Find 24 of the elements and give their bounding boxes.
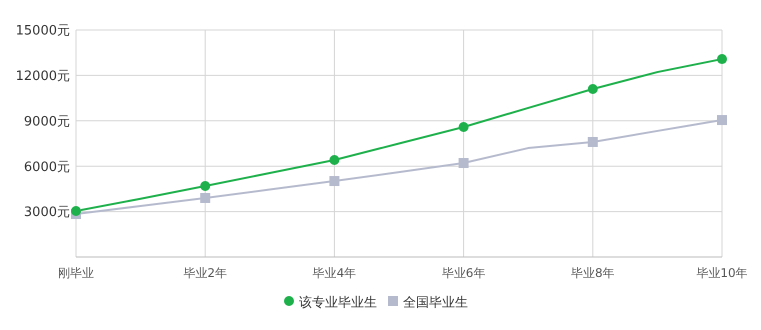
x-tick-label: 毕业10年 [696,266,748,280]
legend-label: 全国毕业生 [403,296,468,311]
point [717,115,727,126]
x-tick-label: 毕业4年 [312,266,356,280]
x-tick-label: 毕业6年 [442,266,486,280]
y-tick-label: 6000元 [24,160,70,175]
point [588,84,598,94]
point [717,54,727,64]
point [329,154,340,165]
point [458,122,469,132]
point [71,206,81,216]
y-tick-label: 3000元 [24,205,70,220]
y-tick-label: 9000元 [24,114,70,130]
point [200,181,210,192]
x-tick-label: 毕业8年 [570,266,615,280]
x-tick-label: 刚毕业 [58,266,94,280]
point [329,176,340,186]
x-tick-label: 毕业2年 [183,266,228,280]
y-tick-label: 15000元 [16,24,70,39]
y-tick-label: 12000元 [16,68,70,84]
point [588,136,598,147]
point [200,192,210,203]
point [458,158,469,168]
legend-label: 该专业毕业生 [299,294,377,311]
